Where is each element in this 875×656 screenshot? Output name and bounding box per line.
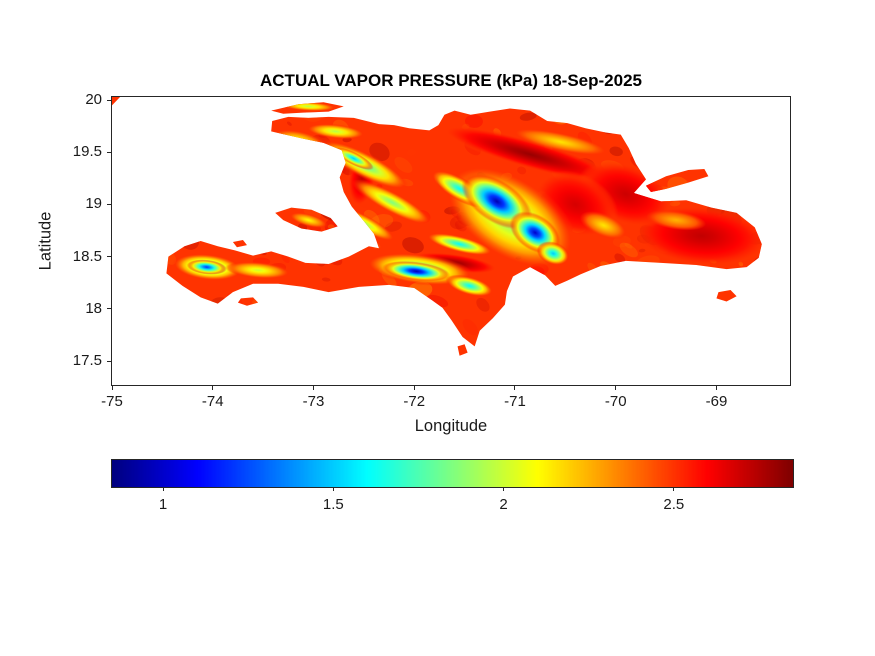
y-tick — [107, 256, 112, 258]
y-tick — [107, 99, 112, 101]
colorbar-tick — [162, 487, 164, 491]
colorbar-tick-label: 2.5 — [663, 496, 685, 513]
y-tick-label: 18 — [85, 299, 102, 317]
y-tick — [107, 360, 112, 362]
colorbar-tick-label: 1.5 — [322, 496, 344, 513]
colorbar-tick — [673, 487, 675, 491]
colorbar-tick — [332, 487, 334, 491]
x-tick-label: -74 — [201, 393, 224, 410]
y-tick — [107, 203, 112, 205]
plot-area — [111, 96, 791, 386]
x-axis-label: Longitude — [414, 417, 488, 435]
x-tick — [514, 385, 516, 390]
heatmap-canvas — [112, 97, 790, 385]
chart-title: ACTUAL VAPOR PRESSURE (kPa) 18-Sep-2025 — [260, 71, 642, 90]
colorbar-canvas — [112, 460, 793, 487]
x-tick — [111, 385, 113, 390]
colorbar-tick-label: 1 — [158, 496, 168, 513]
x-tick-label: -75 — [101, 393, 123, 410]
x-tick-label: -72 — [403, 393, 426, 410]
y-tick-label: 17.5 — [72, 352, 102, 370]
colorbar — [111, 459, 794, 488]
x-tick — [312, 385, 314, 390]
x-tick — [413, 385, 415, 390]
y-tick-label: 19 — [85, 195, 102, 213]
x-tick-label: -70 — [604, 393, 627, 410]
y-tick-label: 19.5 — [72, 143, 102, 161]
x-tick-label: -73 — [302, 393, 325, 410]
y-tick — [107, 308, 112, 310]
x-tick — [212, 385, 214, 390]
colorbar-tick — [503, 487, 505, 491]
x-tick — [615, 385, 617, 390]
colorbar-tick-label: 2 — [499, 496, 508, 513]
x-tick — [715, 385, 717, 390]
x-tick-label: -69 — [705, 393, 728, 410]
x-tick-label: -71 — [504, 393, 526, 410]
y-tick-label: 20 — [85, 91, 102, 109]
y-tick-label: 18.5 — [72, 247, 102, 265]
y-tick — [107, 151, 112, 153]
